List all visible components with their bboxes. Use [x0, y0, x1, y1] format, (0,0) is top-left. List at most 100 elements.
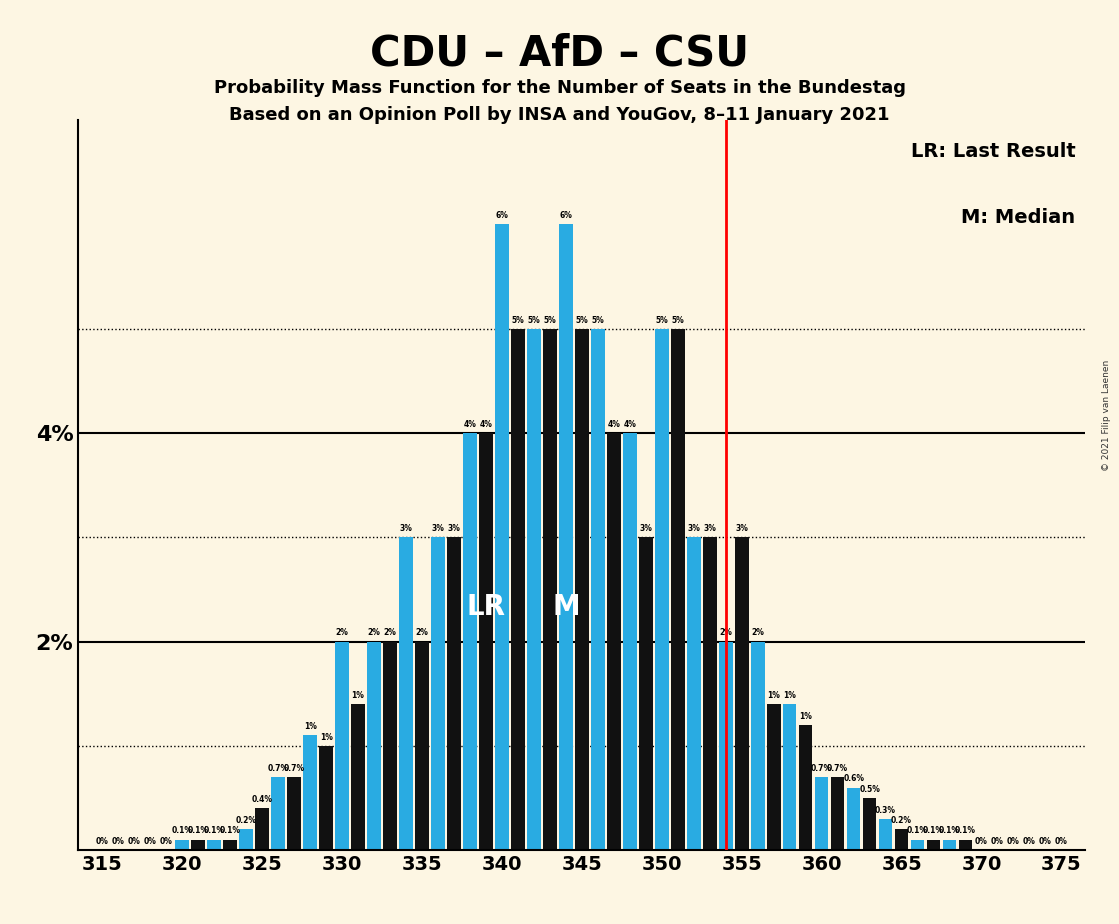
Text: 0.1%: 0.1% — [204, 826, 225, 835]
Bar — [751, 641, 764, 850]
Text: 0.4%: 0.4% — [252, 796, 273, 804]
Text: M: Median: M: Median — [961, 208, 1075, 226]
Bar — [271, 777, 285, 850]
Bar — [639, 537, 652, 850]
Text: 1%: 1% — [320, 733, 332, 742]
Bar — [783, 704, 797, 850]
Text: 1%: 1% — [799, 711, 812, 721]
Text: 5%: 5% — [511, 315, 525, 324]
Bar — [895, 829, 909, 850]
Text: 1%: 1% — [351, 691, 365, 699]
Text: 4%: 4% — [623, 419, 637, 429]
Text: 0.3%: 0.3% — [875, 806, 896, 815]
Bar — [591, 329, 604, 850]
Bar — [927, 840, 940, 850]
Bar — [351, 704, 365, 850]
Text: 1%: 1% — [783, 691, 796, 699]
Text: 5%: 5% — [671, 315, 684, 324]
Text: 0%: 0% — [1040, 837, 1052, 845]
Bar — [847, 787, 861, 850]
Bar — [687, 537, 700, 850]
Text: 3%: 3% — [399, 524, 413, 533]
Bar — [560, 225, 573, 850]
Text: 2%: 2% — [368, 628, 380, 638]
Text: 0%: 0% — [160, 837, 172, 845]
Text: 0%: 0% — [144, 837, 157, 845]
Text: 0.2%: 0.2% — [236, 816, 256, 825]
Text: 4%: 4% — [480, 419, 492, 429]
Text: 0.7%: 0.7% — [811, 764, 833, 772]
Bar — [655, 329, 668, 850]
Text: 0%: 0% — [991, 837, 1004, 845]
Bar — [575, 329, 589, 850]
Text: 5%: 5% — [544, 315, 556, 324]
Text: 0.5%: 0.5% — [859, 784, 880, 794]
Text: 0.1%: 0.1% — [219, 826, 241, 835]
Bar — [288, 777, 301, 850]
Text: 3%: 3% — [687, 524, 700, 533]
Text: Probability Mass Function for the Number of Seats in the Bundestag: Probability Mass Function for the Number… — [214, 79, 905, 96]
Text: 0.7%: 0.7% — [827, 764, 848, 772]
Bar — [767, 704, 780, 850]
Text: 3%: 3% — [639, 524, 652, 533]
Bar — [703, 537, 716, 850]
Bar — [959, 840, 972, 850]
Bar — [207, 840, 220, 850]
Bar — [463, 433, 477, 850]
Text: 3%: 3% — [432, 524, 444, 533]
Text: 5%: 5% — [575, 315, 589, 324]
Text: 2%: 2% — [751, 628, 764, 638]
Bar — [336, 641, 349, 850]
Text: © 2021 Filip van Laenen: © 2021 Filip van Laenen — [1102, 360, 1111, 471]
Bar — [495, 225, 509, 850]
Bar — [735, 537, 749, 850]
Bar — [479, 433, 492, 850]
Text: CDU – AfD – CSU: CDU – AfD – CSU — [370, 32, 749, 74]
Bar — [431, 537, 444, 850]
Text: 5%: 5% — [527, 315, 540, 324]
Text: 0.1%: 0.1% — [908, 826, 928, 835]
Bar — [830, 777, 845, 850]
Text: 6%: 6% — [560, 212, 572, 220]
Bar — [191, 840, 205, 850]
Bar — [878, 819, 892, 850]
Text: 0%: 0% — [1023, 837, 1036, 845]
Bar — [224, 840, 237, 850]
Bar — [319, 746, 332, 850]
Text: 0.1%: 0.1% — [171, 826, 192, 835]
Text: 0.7%: 0.7% — [283, 764, 304, 772]
Bar — [303, 736, 317, 850]
Text: 3%: 3% — [735, 524, 749, 533]
Bar — [367, 641, 380, 850]
Bar — [671, 329, 685, 850]
Bar — [527, 329, 540, 850]
Bar — [815, 777, 828, 850]
Bar — [606, 433, 621, 850]
Text: 0.7%: 0.7% — [267, 764, 289, 772]
Text: 2%: 2% — [720, 628, 732, 638]
Text: 0.2%: 0.2% — [891, 816, 912, 825]
Text: 0.6%: 0.6% — [843, 774, 864, 784]
Text: LR: Last Result: LR: Last Result — [911, 142, 1075, 161]
Bar — [911, 840, 924, 850]
Bar — [399, 537, 413, 850]
Bar — [942, 840, 957, 850]
Text: 0.1%: 0.1% — [955, 826, 976, 835]
Text: 0%: 0% — [96, 837, 109, 845]
Bar — [383, 641, 397, 850]
Text: 1%: 1% — [768, 691, 780, 699]
Bar — [718, 641, 733, 850]
Text: 0.1%: 0.1% — [188, 826, 209, 835]
Bar — [176, 840, 189, 850]
Bar — [511, 329, 525, 850]
Text: 2%: 2% — [384, 628, 396, 638]
Text: 0%: 0% — [975, 837, 988, 845]
Text: 1%: 1% — [303, 723, 317, 731]
Text: 3%: 3% — [704, 524, 716, 533]
Bar — [799, 725, 812, 850]
Text: 3%: 3% — [448, 524, 460, 533]
Text: 5%: 5% — [656, 315, 668, 324]
Text: 0%: 0% — [1055, 837, 1068, 845]
Text: Based on an Opinion Poll by INSA and YouGov, 8–11 January 2021: Based on an Opinion Poll by INSA and You… — [229, 106, 890, 124]
Text: 4%: 4% — [608, 419, 620, 429]
